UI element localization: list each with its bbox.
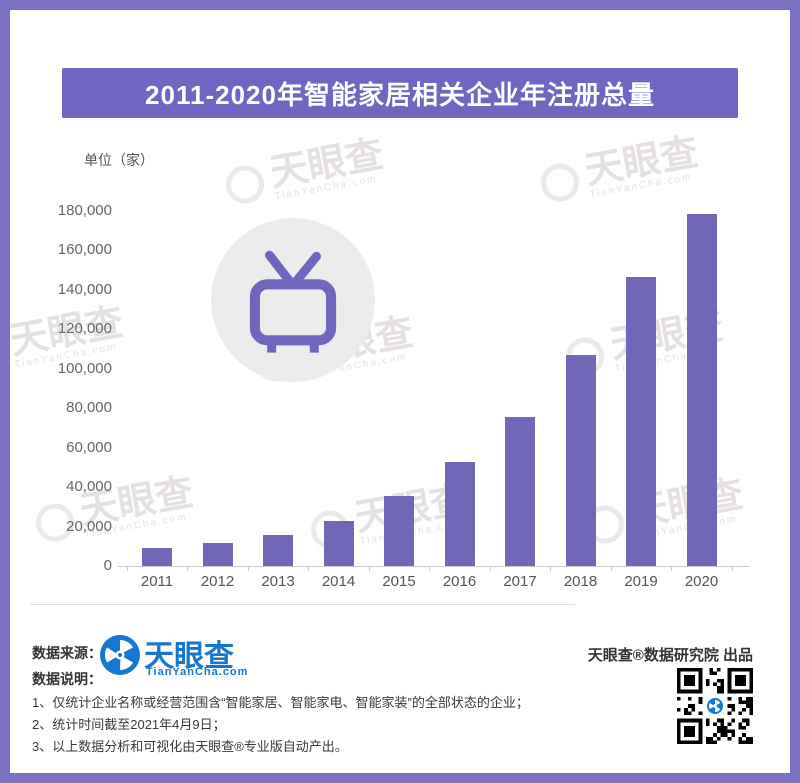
bar-2018 bbox=[565, 355, 596, 566]
x-axis-label: 2012 bbox=[200, 573, 235, 590]
tianyancha-logo-icon bbox=[100, 635, 140, 680]
y-axis-label: 140,000 bbox=[57, 280, 112, 298]
x-axis-label: 2019 bbox=[624, 573, 658, 590]
qr-center-logo-icon bbox=[705, 696, 725, 716]
data-note-2: 2、统计时间截至2021年4月9日； bbox=[32, 717, 226, 732]
y-axis-label: 160,000 bbox=[57, 241, 112, 259]
tianyancha-logo-domain: TianYanCha.com bbox=[146, 666, 249, 678]
y-axis-label: 180,000 bbox=[57, 202, 112, 219]
tianyancha-logo-text: 天眼查 bbox=[144, 640, 234, 673]
bar-2013 bbox=[263, 535, 293, 566]
bar-2014 bbox=[323, 521, 354, 566]
x-axis-line bbox=[118, 566, 750, 567]
bar-2016 bbox=[444, 462, 475, 566]
data-note-1: 1、仅统计企业名称或经营范围含“智能家居、智能家电、智能家装”的全部状态的企业； bbox=[32, 695, 529, 710]
footer-divider bbox=[30, 604, 575, 605]
y-axis-label: 0 bbox=[103, 557, 112, 574]
watermark-logo-icon bbox=[222, 162, 267, 207]
axis-tick bbox=[731, 566, 733, 571]
data-notes-label: 数据说明： bbox=[32, 671, 102, 687]
producer-credit: 天眼查®数据研究院 出品 bbox=[587, 647, 753, 664]
x-axis-label: 2015 bbox=[382, 573, 416, 590]
axis-tick bbox=[187, 566, 189, 571]
axis-tick bbox=[550, 566, 552, 571]
bar-2020 bbox=[686, 214, 717, 566]
y-axis-label: 120,000 bbox=[57, 320, 112, 338]
data-source-label: 数据来源： bbox=[32, 645, 102, 661]
y-axis-label: 20,000 bbox=[66, 517, 112, 535]
axis-tick bbox=[610, 566, 612, 571]
x-axis-label: 2017 bbox=[503, 573, 537, 590]
axis-tick bbox=[308, 566, 310, 571]
axis-tick bbox=[126, 566, 128, 571]
x-axis-label: 2011 bbox=[140, 573, 174, 590]
axis-tick bbox=[368, 566, 370, 571]
tv-icon bbox=[249, 250, 337, 353]
watermark-logo-icon bbox=[537, 160, 582, 205]
x-axis-label: 2014 bbox=[321, 573, 356, 590]
y-axis-unit-label: 单位（家） bbox=[84, 152, 154, 168]
axis-tick bbox=[671, 566, 673, 571]
data-note-3: 3、以上数据分析和可视化由天眼查®专业版自动产出。 bbox=[32, 739, 348, 754]
title-banner: 2011-2020年智能家居相关企业年注册总量 bbox=[62, 68, 738, 118]
bar-2012 bbox=[202, 543, 233, 566]
page-title: 2011-2020年智能家居相关企业年注册总量 bbox=[145, 79, 655, 110]
content-card: 天眼查 TianYanCha.com 天眼查 TianYanCha.com 天眼查 Tia… bbox=[10, 10, 790, 773]
bar-2019 bbox=[626, 277, 656, 566]
y-axis-label: 40,000 bbox=[66, 478, 112, 496]
axis-tick bbox=[489, 566, 491, 571]
axis-tick bbox=[429, 566, 431, 571]
y-axis-label: 80,000 bbox=[66, 399, 112, 417]
bar-2011 bbox=[142, 548, 172, 566]
axis-tick bbox=[247, 566, 249, 571]
x-axis-label: 2018 bbox=[563, 573, 598, 590]
bar-2017 bbox=[505, 417, 535, 566]
bar-2015 bbox=[384, 496, 414, 566]
y-axis-label: 100,000 bbox=[57, 359, 112, 377]
x-axis-label: 2020 bbox=[684, 573, 719, 590]
qr-code bbox=[677, 668, 753, 744]
x-axis-label: 2013 bbox=[261, 573, 295, 590]
y-axis-label: 60,000 bbox=[66, 438, 112, 456]
tv-icon-badge bbox=[211, 218, 375, 382]
x-axis-label: 2016 bbox=[442, 573, 477, 590]
